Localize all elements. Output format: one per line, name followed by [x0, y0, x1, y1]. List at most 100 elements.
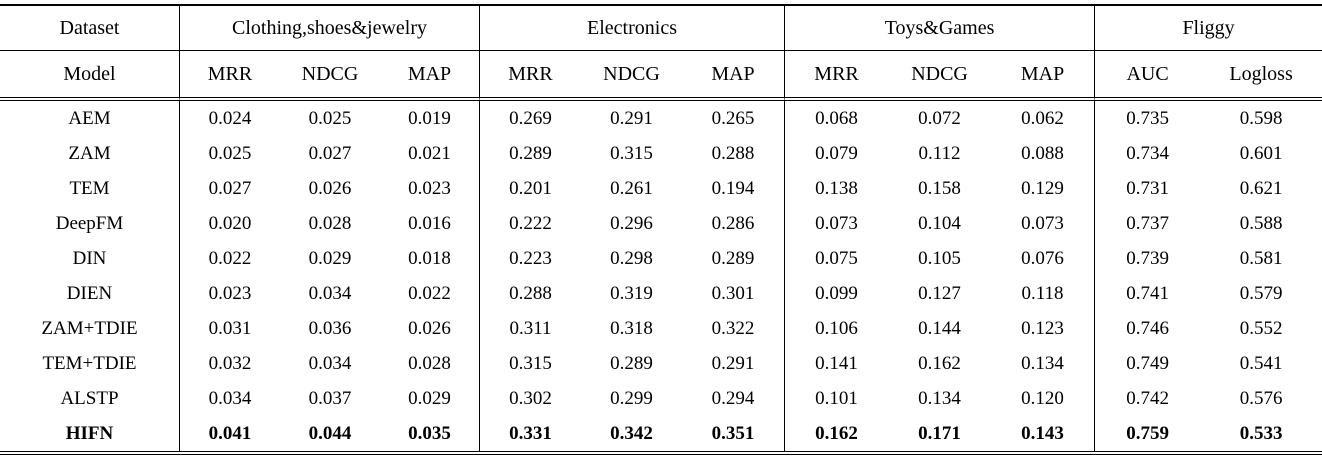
- model-cell: ZAM: [0, 136, 180, 171]
- value-cell: 0.019: [380, 101, 480, 136]
- value-cell: 0.746: [1126, 317, 1169, 339]
- value-cell: 0.162: [918, 352, 961, 374]
- value-cell: 0.759: [1126, 422, 1169, 444]
- value-cell: 0.141: [815, 352, 858, 374]
- table-row: HIFN 0.041 0.044 0.035 0.331 0.342 0.351 0.162 0…: [0, 416, 1322, 451]
- value-cell: 0.291: [682, 346, 786, 381]
- table-row: DIN 0.022 0.029 0.018 0.223 0.298 0.289 0.075 0.…: [0, 241, 1322, 276]
- value-cell: 0.269: [509, 107, 552, 129]
- value-cell: 0.076: [991, 241, 1096, 276]
- value-cell: 0.541: [1239, 352, 1283, 374]
- model-cell: TEM: [0, 171, 180, 206]
- value-cell: 0.162: [815, 422, 858, 444]
- value-cell: 0.127: [918, 282, 961, 304]
- metric-header-cell: MRR: [785, 51, 889, 101]
- value-cell: 0.037: [308, 387, 352, 409]
- table-body: AEM 0.024 0.025 0.019 0.269 0.291 0.265 0.068 0.…: [0, 101, 1322, 451]
- value-cell: 0.023: [380, 171, 480, 206]
- group-header-clothing: Clothing,shoes&jewelry: [180, 6, 480, 51]
- value-cell: 0.025: [208, 142, 252, 164]
- value-cell: 0.027: [208, 177, 252, 199]
- value-cell: 0.621: [1239, 177, 1283, 199]
- value-cell: 0.034: [208, 387, 252, 409]
- value-cell: 0.735: [1126, 107, 1169, 129]
- value-cell: 0.062: [991, 101, 1096, 136]
- model-header-cell: Model: [0, 51, 180, 101]
- value-cell: 0.118: [991, 276, 1096, 311]
- value-cell: 0.315: [509, 352, 552, 374]
- value-cell: 0.579: [1239, 282, 1283, 304]
- value-cell: 0.021: [380, 136, 480, 171]
- value-cell: 0.068: [815, 107, 858, 129]
- value-cell: 0.201: [509, 177, 552, 199]
- results-table: Dataset Clothing,shoes&jewelry Electroni…: [0, 4, 1322, 455]
- value-cell: 0.018: [380, 241, 480, 276]
- value-cell: 0.025: [308, 107, 352, 129]
- value-cell: 0.120: [991, 381, 1096, 416]
- value-cell: 0.032: [208, 352, 252, 374]
- value-cell: 0.035: [380, 416, 480, 451]
- value-cell: 0.318: [610, 317, 653, 339]
- value-cell: 0.342: [610, 422, 653, 444]
- value-cell: 0.288: [509, 282, 552, 304]
- value-cell: 0.138: [815, 177, 858, 199]
- value-cell: 0.016: [380, 206, 480, 241]
- table-header: Dataset Clothing,shoes&jewelry Electroni…: [0, 6, 1322, 101]
- metric-header-cell: MRR: [180, 51, 280, 101]
- value-cell: 0.026: [308, 177, 352, 199]
- dataset-header-cell: Dataset: [0, 6, 180, 51]
- value-cell: 0.029: [380, 381, 480, 416]
- value-cell: 0.024: [208, 107, 252, 129]
- value-cell: 0.288: [682, 136, 786, 171]
- value-cell: 0.351: [682, 416, 786, 451]
- model-cell: ALSTP: [0, 381, 180, 416]
- value-cell: 0.302: [509, 387, 552, 409]
- value-cell: 0.036: [308, 317, 352, 339]
- value-cell: 0.598: [1239, 107, 1283, 129]
- value-cell: 0.581: [1239, 247, 1283, 269]
- value-cell: 0.286: [682, 206, 786, 241]
- table-row: DIEN 0.023 0.034 0.022 0.288 0.319 0.301 0.099 0…: [0, 276, 1322, 311]
- value-cell: 0.552: [1239, 317, 1283, 339]
- table-row: ZAM+TDIE 0.031 0.036 0.026 0.311 0.318 0.322 0.…: [0, 311, 1322, 346]
- value-cell: 0.311: [509, 317, 552, 339]
- metric-header-cell: AUC: [1095, 51, 1201, 101]
- value-cell: 0.731: [1126, 177, 1169, 199]
- value-cell: 0.041: [208, 422, 252, 444]
- metric-header-cell: MRR: [480, 51, 581, 101]
- value-cell: 0.601: [1239, 142, 1283, 164]
- value-cell: 0.144: [918, 317, 961, 339]
- model-cell: TEM+TDIE: [0, 346, 180, 381]
- value-cell: 0.088: [991, 136, 1096, 171]
- value-cell: 0.023: [208, 282, 252, 304]
- metric-header-cell: NDCG: [280, 51, 380, 101]
- value-cell: 0.737: [1126, 212, 1169, 234]
- value-cell: 0.044: [308, 422, 352, 444]
- value-cell: 0.034: [308, 282, 352, 304]
- value-cell: 0.301: [682, 276, 786, 311]
- value-cell: 0.075: [815, 247, 858, 269]
- metric-header-cell: MAP: [380, 51, 480, 101]
- value-cell: 0.331: [509, 422, 552, 444]
- value-cell: 0.028: [308, 212, 352, 234]
- value-cell: 0.027: [308, 142, 352, 164]
- group-header-fliggy: Fliggy: [1095, 6, 1322, 51]
- value-cell: 0.289: [509, 142, 552, 164]
- value-cell: 0.034: [308, 352, 352, 374]
- value-cell: 0.123: [991, 311, 1096, 346]
- model-cell: AEM: [0, 101, 180, 136]
- value-cell: 0.099: [815, 282, 858, 304]
- value-cell: 0.171: [918, 422, 961, 444]
- value-cell: 0.739: [1126, 247, 1169, 269]
- metric-header-cell: MAP: [682, 51, 786, 101]
- value-cell: 0.029: [308, 247, 352, 269]
- group-header-electronics: Electronics: [480, 6, 786, 51]
- value-cell: 0.588: [1239, 212, 1283, 234]
- value-cell: 0.533: [1239, 422, 1283, 444]
- value-cell: 0.134: [918, 387, 961, 409]
- value-cell: 0.031: [208, 317, 252, 339]
- value-cell: 0.106: [815, 317, 858, 339]
- metric-header-cell: NDCG: [581, 51, 682, 101]
- value-cell: 0.296: [610, 212, 653, 234]
